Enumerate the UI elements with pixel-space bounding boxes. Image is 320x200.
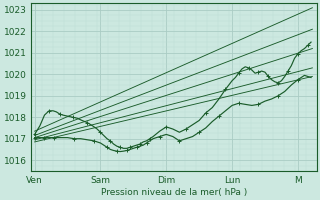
X-axis label: Pression niveau de la mer( hPa ): Pression niveau de la mer( hPa ) — [101, 188, 247, 197]
